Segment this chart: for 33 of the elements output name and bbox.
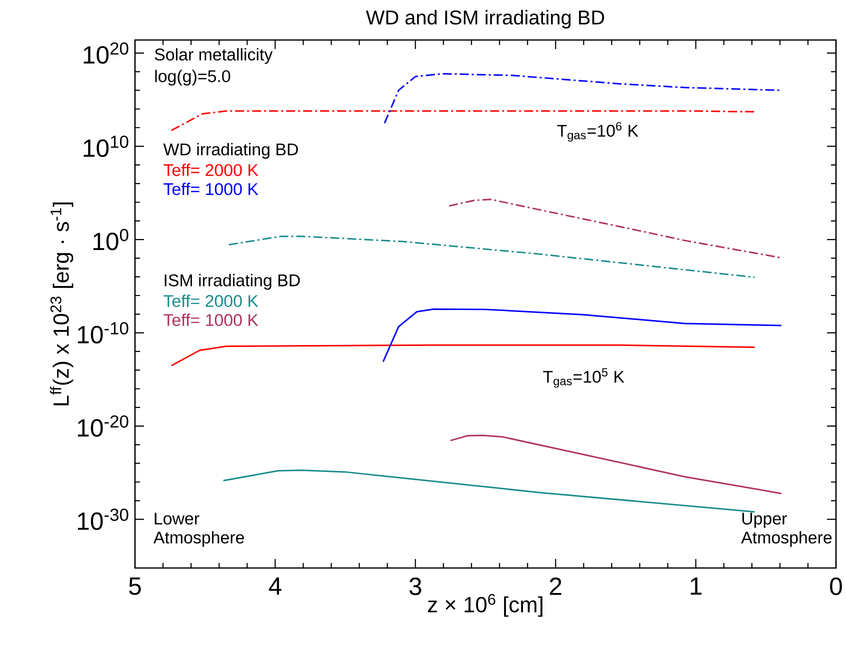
x-tick-label: 0 <box>830 578 842 596</box>
annotation: Upper Atmosphere <box>741 512 832 547</box>
annotation: WD irradiating BD <box>163 142 298 159</box>
chart-title: WD and ISM irradiating BD <box>366 10 604 29</box>
annotation: ISM irradiating BD <box>164 274 300 290</box>
y-tick-label: 10$^{-20}$ <box>78 415 128 437</box>
line-series <box>450 434 782 494</box>
y-axis-title: L$^{ff}$(z) x 10$^{23}$ [erg · s$^{-1}$] <box>50 202 74 406</box>
annotation: Lower Atmosphere <box>153 512 244 547</box>
line-series <box>384 73 782 124</box>
line-series <box>222 470 756 513</box>
line-series <box>382 308 782 362</box>
y-tick-label: 10$^{-10}$ <box>78 322 128 344</box>
line-series <box>448 198 782 259</box>
y-tick-label: 10$^{0}$ <box>93 228 128 250</box>
x-tick-label: 4 <box>268 578 282 595</box>
annotation: T$_{gas}$=10$^{6}$ K <box>557 122 638 142</box>
text: Teff= 2000 K <box>164 294 258 308</box>
x-tick-label: 2 <box>550 578 562 595</box>
annotation: Solar metallicity <box>154 48 273 64</box>
annotation: log(g)=5.0 <box>155 70 230 86</box>
y-tick-label: 10$^{-30}$ <box>78 508 128 530</box>
line-series <box>170 344 756 366</box>
text: Teff= 2000 K <box>164 164 258 176</box>
x-tick-label: 3 <box>409 578 422 596</box>
x-tick-label: 1 <box>690 578 702 595</box>
annotation: T$_{gas}$=10$^{5}$ K <box>543 368 624 388</box>
y-tick-label: 10$^{20}$ <box>84 42 128 64</box>
text: Teff= 1000 K <box>164 314 258 326</box>
y-tick-label: 10$^{10}$ <box>84 136 128 157</box>
text: Teff= 1000 K <box>164 182 258 196</box>
x-axis-title: z × 10$^{6}$ [cm] <box>428 594 542 617</box>
x-tick-label: 5 <box>129 578 141 595</box>
